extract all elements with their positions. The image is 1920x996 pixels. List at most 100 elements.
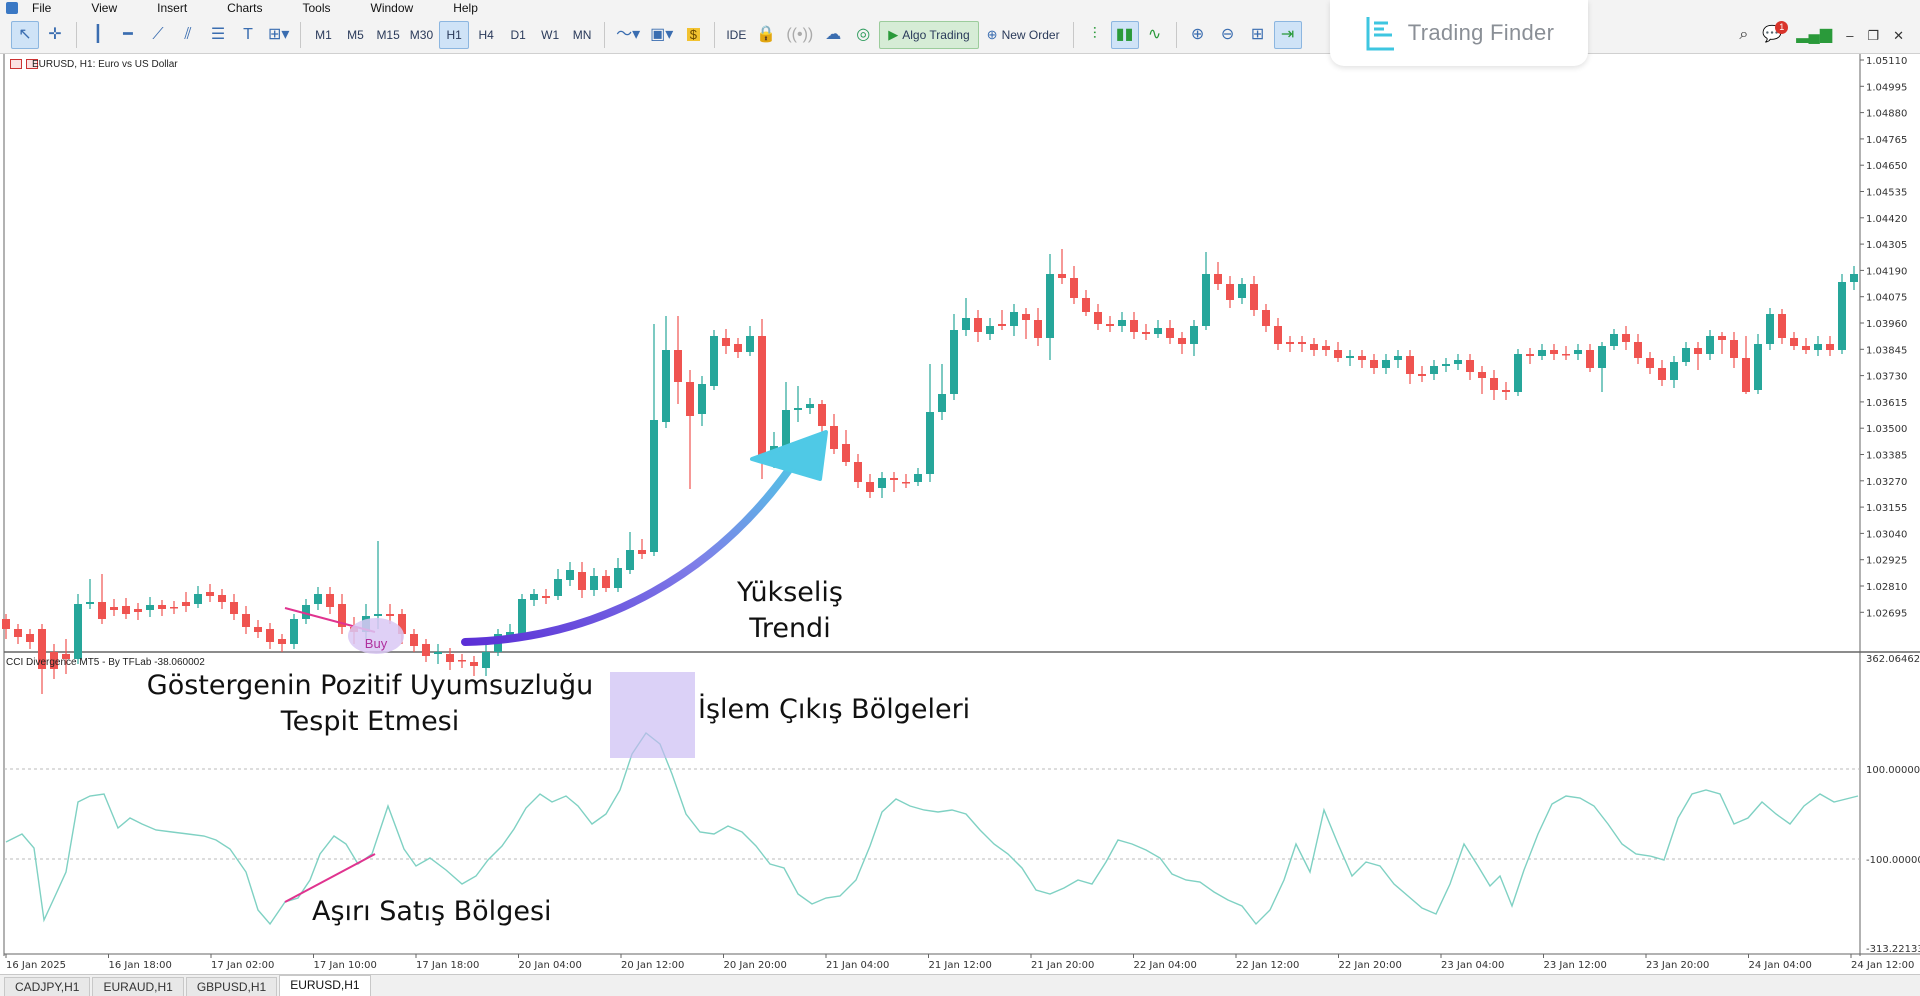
menu-view[interactable]: View <box>91 1 118 15</box>
cursor-tool-button[interactable]: ↖ <box>11 20 39 49</box>
lock-button[interactable]: 🔒 <box>752 21 780 49</box>
timeframe-h4[interactable]: H4 <box>478 27 494 42</box>
signal-strength-icon: ▂▄▆ <box>1796 26 1833 43</box>
candle-body <box>110 607 118 610</box>
trendline-button[interactable]: ⟋ <box>144 21 172 49</box>
price-tick-label: 1.04420 <box>1866 214 1907 225</box>
cci-divergence-line <box>284 853 376 903</box>
menu-window[interactable]: Window <box>370 1 414 15</box>
indicator-label: CCI Divergence MT5 - By TFLab -38.060002 <box>6 657 205 668</box>
tab-cadjpy[interactable]: CADJPY,H1 <box>4 977 91 996</box>
candle-body <box>614 568 622 588</box>
bar-chart-icon: ⫶ <box>1092 25 1097 43</box>
zoom-out-button[interactable]: ⊖ <box>1214 21 1242 49</box>
time-tick-label: 16 Jan 18:00 <box>109 960 172 971</box>
time-tick-label: 17 Jan 18:00 <box>416 960 479 971</box>
candle-body <box>878 478 886 488</box>
candle-body <box>194 594 202 604</box>
candle-body <box>1454 360 1462 364</box>
candle-body <box>1706 336 1714 354</box>
candle-body <box>1118 320 1126 326</box>
candle-body <box>662 350 670 422</box>
timeframe-m1[interactable]: M1 <box>315 27 332 42</box>
line-button[interactable]: ∿ <box>1141 21 1169 49</box>
dollar-button[interactable]: $ <box>679 21 707 49</box>
candle-body <box>674 350 682 382</box>
menu-insert[interactable]: Insert <box>157 1 188 15</box>
vps-button[interactable]: ◎ <box>849 21 877 49</box>
app-icon[interactable] <box>6 2 18 14</box>
candle-body <box>1838 282 1846 350</box>
menu-help[interactable]: Help <box>453 1 478 15</box>
candle-body <box>1514 354 1522 392</box>
timeframe-mn[interactable]: MN <box>572 27 592 42</box>
signal-button[interactable]: ((•)) <box>782 21 817 49</box>
indicator-tick-label: -100.000000 <box>1866 855 1920 866</box>
templates-button[interactable]: ▣▾ <box>646 21 677 49</box>
candle-body <box>146 605 154 610</box>
cloud-button[interactable]: ☁ <box>819 21 847 49</box>
tab-eurusd[interactable]: EURUSD,H1 <box>279 975 371 996</box>
cursor-icon: ↖ <box>18 25 32 43</box>
candle-body <box>1466 360 1474 372</box>
text-tool-button[interactable]: T <box>234 21 262 49</box>
candle-body <box>458 660 466 662</box>
chart-type-button[interactable]: 〜▾ <box>612 21 644 49</box>
search-icon[interactable]: ⌕ <box>1739 26 1749 43</box>
tab-euraud[interactable]: EURAUD,H1 <box>92 977 184 996</box>
fibonacci-button[interactable]: ☰ <box>204 21 232 49</box>
algo-trading-button[interactable]: ▶ Algo Trading <box>879 20 979 49</box>
cloud-icon: ☁ <box>825 25 842 43</box>
new-order-button[interactable]: ⊕ New Order <box>981 21 1066 49</box>
menu-tools[interactable]: Tools <box>302 1 331 15</box>
cci-line <box>5 731 1859 926</box>
candle-body <box>914 474 922 482</box>
candle-body <box>746 336 754 352</box>
vertical-line-button[interactable]: ┃ <box>84 21 112 49</box>
price-tick-label: 1.04765 <box>1866 135 1907 146</box>
notifications-icon[interactable]: 💬 1 <box>1762 21 1789 43</box>
timeframe-w1[interactable]: W1 <box>541 27 560 42</box>
autoscroll-button[interactable]: ⇥ <box>1273 20 1302 49</box>
candlestick-icon: ▮▮ <box>1115 25 1134 43</box>
timeframe-m5[interactable]: M5 <box>347 27 364 42</box>
notification-badge: 1 <box>1775 21 1789 34</box>
chart-icon-1 <box>10 59 22 69</box>
candle-body <box>1406 356 1414 374</box>
candle-body <box>1730 340 1738 358</box>
toolbar-separator <box>76 21 77 48</box>
timeframe-h1[interactable]: H1 <box>439 20 470 49</box>
close-icon[interactable]: ✕ <box>1893 27 1904 43</box>
candle-body <box>974 318 982 332</box>
menu-file[interactable]: File <box>32 1 52 15</box>
horizontal-line-button[interactable]: ━ <box>114 21 142 49</box>
shapes-dropdown-button[interactable]: ⊞▾ <box>264 21 293 49</box>
tab-gbpusd[interactable]: GBPUSD,H1 <box>185 977 278 996</box>
channel-button[interactable]: ⫽ <box>174 21 202 49</box>
crosshair-tool-button[interactable]: ✛ <box>41 21 69 49</box>
timeframe-d1[interactable]: D1 <box>510 27 526 42</box>
price-tick-label: 1.03155 <box>1866 503 1907 514</box>
zoom-in-button[interactable]: ⊕ <box>1184 21 1212 49</box>
candle-body <box>278 639 286 644</box>
candlestick-button[interactable]: ▮▮ <box>1110 20 1139 49</box>
timeframe-m15[interactable]: M15 <box>376 27 400 42</box>
candle-body <box>1334 350 1342 358</box>
candle-body <box>1610 334 1618 346</box>
minimize-icon[interactable]: – <box>1846 27 1854 43</box>
candle-body <box>542 596 550 598</box>
timeframe-m30[interactable]: M30 <box>409 27 434 42</box>
tile-windows-button[interactable]: ⊞ <box>1244 21 1272 49</box>
candle-body <box>590 576 598 590</box>
chart-window[interactable]: 1.05110 1.04995 1.04880 1.04765 1.04650 1.045… <box>0 54 1920 974</box>
toolbar-separator <box>300 21 302 48</box>
restore-icon[interactable]: ❐ <box>1867 27 1880 43</box>
new-order-icon: ⊕ <box>986 27 998 42</box>
ide-button[interactable]: IDE <box>726 27 747 42</box>
shapes-icon: ⊞▾ <box>268 25 290 43</box>
chart-canvas[interactable]: 1.05110 1.04995 1.04880 1.04765 1.04650 1.045… <box>0 54 1920 974</box>
chart-icon-2 <box>26 59 38 69</box>
menu-charts[interactable]: Charts <box>227 1 263 15</box>
line-chart-icon: 〜▾ <box>616 25 641 43</box>
bar-chart-button[interactable]: ⫶ <box>1081 21 1109 49</box>
